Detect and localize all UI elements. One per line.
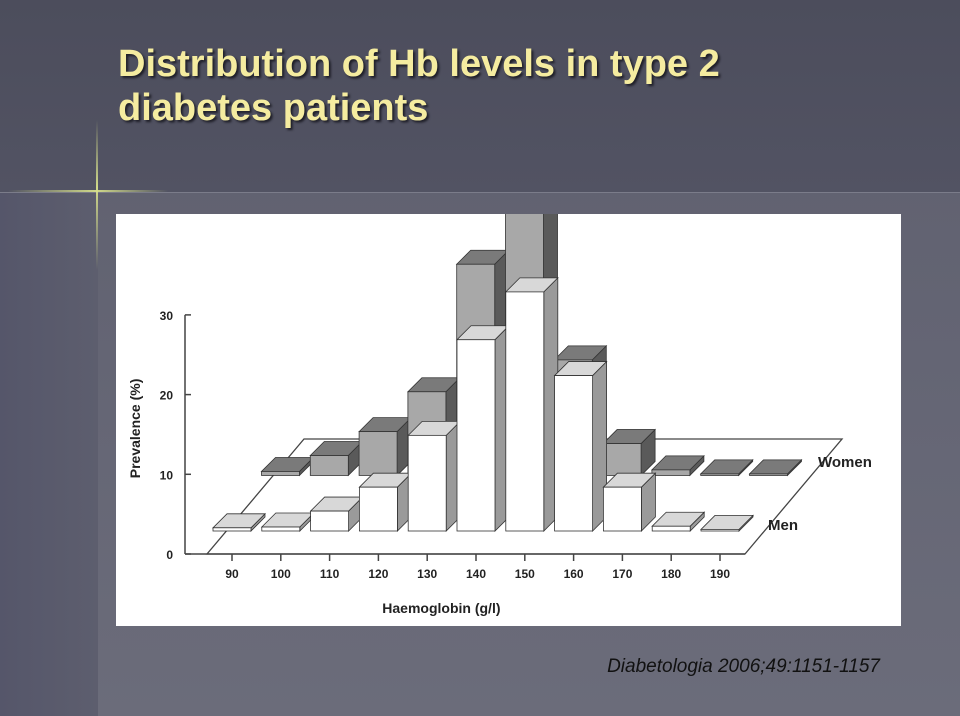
women-bar (309, 455, 349, 476)
women-bar (358, 431, 398, 476)
x-tick-label: 140 (466, 567, 486, 581)
legend-women: Women (818, 454, 872, 471)
men-bar (554, 375, 594, 532)
x-tick-label: 100 (271, 567, 291, 581)
women-bar (651, 469, 691, 476)
men-bar (602, 486, 642, 532)
men-bar (407, 434, 447, 532)
women-bar (700, 473, 740, 476)
y-tick-label: 30 (160, 309, 174, 323)
women-bar (749, 473, 788, 476)
x-tick-label: 90 (225, 567, 239, 581)
x-tick-label: 110 (320, 567, 340, 581)
men-bar (700, 529, 740, 532)
women-bar (602, 443, 642, 476)
x-tick-label: 190 (710, 567, 730, 581)
men-bar (651, 525, 691, 532)
legend-men: Men (768, 517, 798, 534)
women-bar (261, 471, 300, 476)
accent-line-horizontal (8, 190, 168, 192)
x-tick-label: 180 (661, 567, 681, 581)
slide-title-line-2: diabetes patients (118, 87, 429, 129)
men-bar (212, 527, 252, 532)
slide-title: Distribution of Hb levels in type 2 diab… (118, 42, 918, 130)
chart-container: 0 10 20 30 Prevalence (%) 90 100 110 120 130 140 15… (116, 214, 901, 626)
y-tick-label: 0 (166, 548, 173, 562)
men-bar (456, 339, 496, 532)
y-tick-label: 10 (160, 468, 174, 482)
x-tick-label: 170 (612, 567, 632, 581)
x-tick-label: 120 (368, 567, 388, 581)
x-tick-label: 150 (515, 567, 535, 581)
hb-distribution-chart: 0 10 20 30 Prevalence (%) 90 100 110 120 130 140 15… (127, 214, 872, 616)
accent-line-vertical (96, 120, 98, 270)
y-tick-label: 20 (160, 389, 174, 403)
men-bar (310, 510, 350, 532)
x-tick-label: 160 (564, 567, 584, 581)
x-tick-label: 130 (417, 567, 437, 581)
y-axis-label: Prevalence (%) (127, 379, 143, 479)
men-bar (505, 291, 545, 532)
x-axis-label: Haemoglobin (g/l) (382, 600, 500, 616)
title-band (0, 0, 960, 193)
men-bar (261, 526, 301, 532)
citation: Diabetologia 2006;49:1151-1157 (607, 656, 880, 677)
slide-title-line-1: Distribution of Hb levels in type 2 (118, 43, 720, 85)
men-bar (358, 486, 398, 532)
